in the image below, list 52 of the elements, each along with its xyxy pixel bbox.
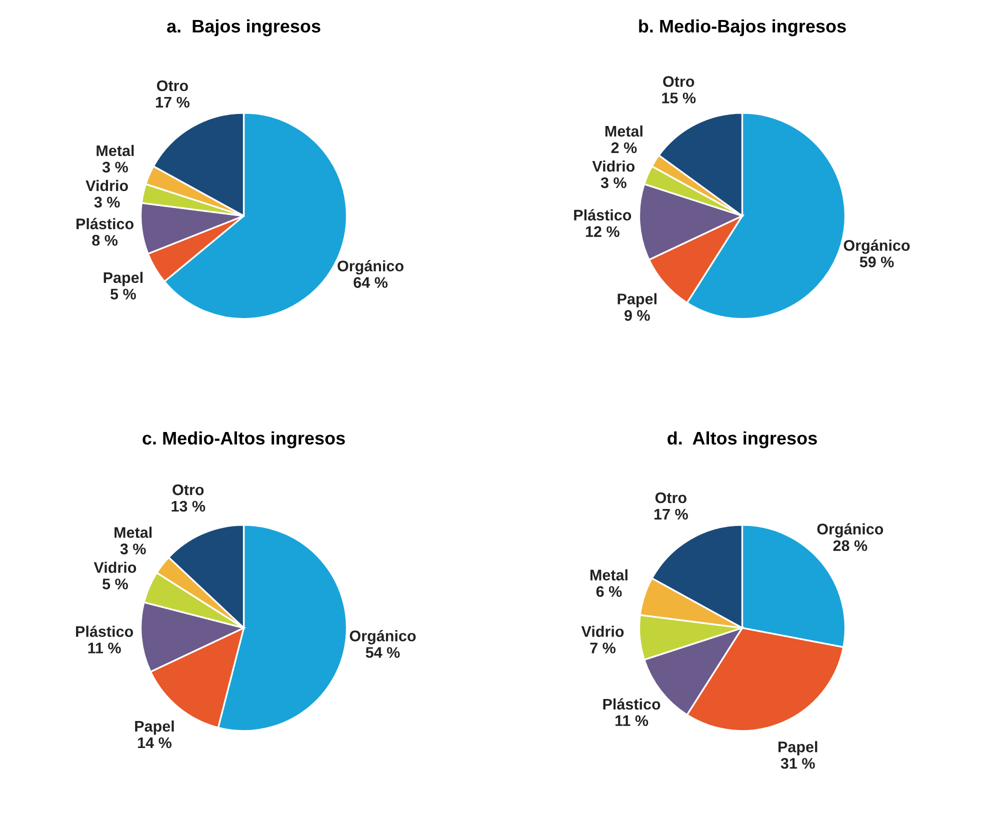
slice-label: Metal: [96, 144, 134, 156]
slice-label: Papel: [778, 741, 818, 756]
chart-title: b. Medio-Bajos ingresos: [639, 19, 846, 36]
data-label: 17 %: [156, 96, 190, 108]
slice-label: Plástico: [76, 626, 134, 637]
data-label: 3 %: [102, 162, 128, 173]
chart-title: c. Medio-Altos ingresos: [142, 431, 345, 448]
slice-label: Vidrio: [581, 626, 624, 637]
slice-label: Orgánico: [844, 239, 910, 254]
data-label: 28 %: [833, 540, 868, 552]
data-label: 3 %: [120, 544, 146, 554]
slice-label: Metal: [114, 526, 152, 538]
data-label: 11 %: [616, 715, 648, 726]
slice-label: Otro: [172, 484, 204, 496]
slice-label: Vidrio: [592, 160, 635, 172]
data-label: 7 %: [590, 642, 616, 654]
slice-label: Orgánico: [350, 630, 416, 644]
slice-label: Plástico: [574, 209, 632, 221]
slice-label: Orgánico: [338, 260, 404, 274]
slice-label: Metal: [590, 569, 628, 580]
data-label: 64 %: [354, 277, 388, 288]
slice-label: Plástico: [603, 698, 660, 710]
data-label: 13 %: [172, 500, 206, 512]
data-label: 2 %: [611, 142, 637, 154]
slice-label: Vidrio: [94, 562, 136, 573]
chart-title: a. Bajos ingresos: [167, 19, 320, 36]
data-label: 14 %: [138, 737, 172, 748]
data-label: 31 %: [780, 758, 815, 769]
data-label: 54 %: [366, 647, 400, 658]
data-label: 3 %: [94, 196, 120, 208]
data-label: 9 %: [624, 310, 650, 321]
slice-label: Vidrio: [86, 180, 128, 192]
slice-label: Papel: [104, 272, 142, 286]
slice-label: Orgánico: [817, 523, 884, 538]
data-label: 15 %: [662, 92, 696, 104]
data-label: 3 %: [600, 177, 626, 188]
slice-label: Papel: [618, 293, 656, 308]
slice-label: Metal: [605, 125, 642, 137]
data-label: 12 %: [586, 226, 620, 237]
data-label: 59 %: [860, 256, 894, 268]
data-label: 17 %: [654, 508, 688, 520]
data-label: 11 %: [88, 642, 121, 654]
data-label: 5 %: [110, 288, 136, 300]
slice-label: Plástico: [76, 218, 134, 230]
slice-label: Otro: [655, 492, 686, 504]
data-label: 6 %: [596, 586, 622, 597]
slice-label: Papel: [135, 720, 174, 735]
chart-title: d. Altos ingresos: [668, 431, 817, 448]
data-label: 8 %: [92, 234, 118, 246]
slice-label: Otro: [663, 76, 694, 87]
slice-label: Otro: [156, 80, 188, 92]
data-label: 5 %: [102, 578, 128, 590]
